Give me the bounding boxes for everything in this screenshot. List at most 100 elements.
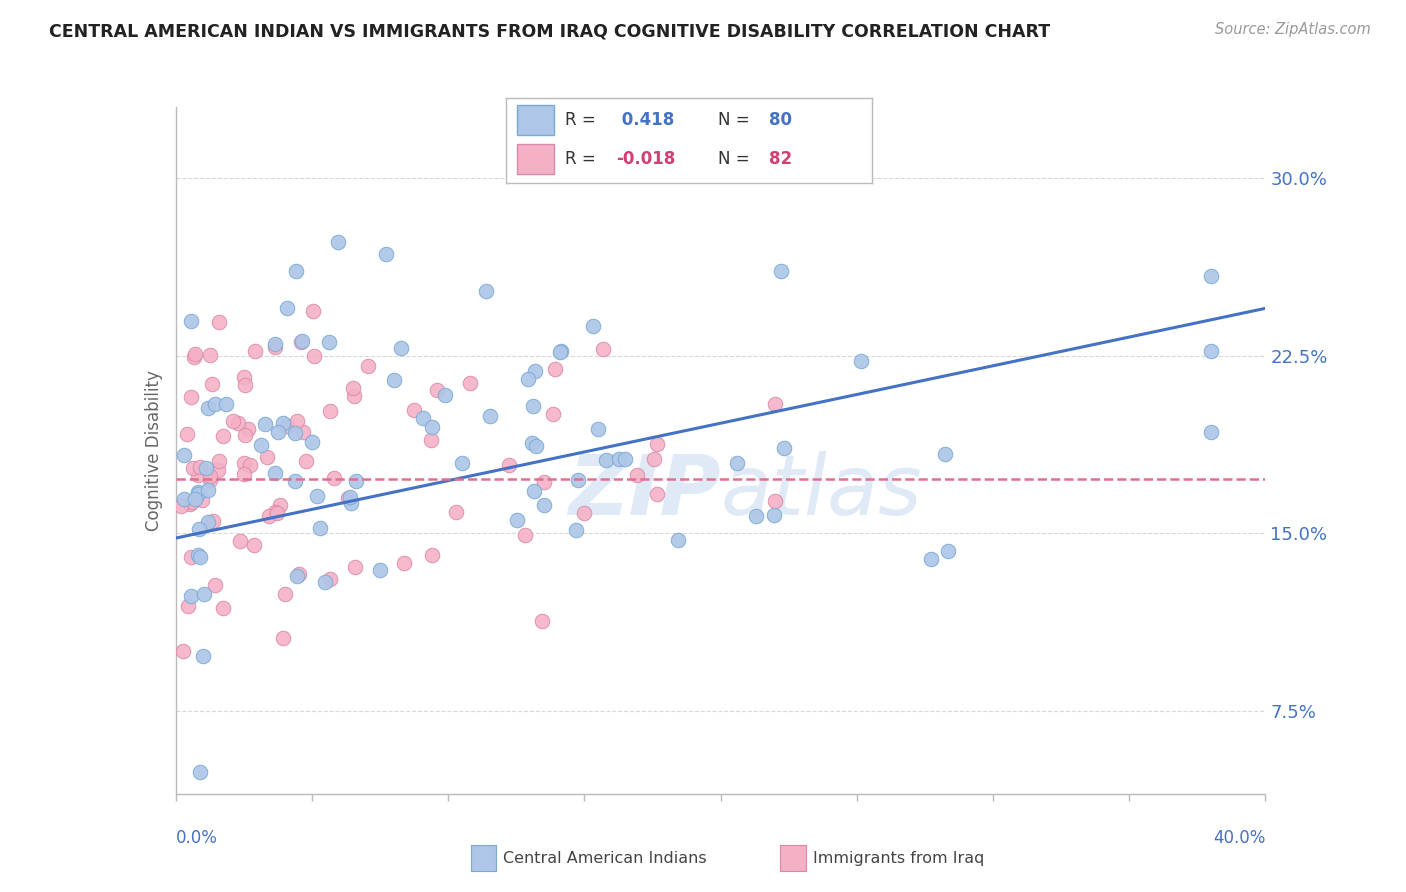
Point — [257, 509, 280, 524]
Point — [318, 334, 340, 349]
Point — [851, 354, 873, 368]
Point — [308, 521, 330, 535]
Point — [291, 425, 314, 439]
Point — [187, 467, 209, 482]
Text: CENTRAL AMERICAN INDIAN VS IMMIGRANTS FROM IRAQ COGNITIVE DISABILITY CORRELATION: CENTRAL AMERICAN INDIAN VS IMMIGRANTS FR… — [49, 22, 1050, 40]
Point — [198, 348, 221, 362]
Point — [516, 372, 538, 386]
Point — [420, 548, 443, 562]
Point — [266, 507, 288, 521]
Point — [586, 422, 609, 436]
Point — [762, 508, 785, 523]
Point — [276, 419, 298, 434]
Point — [250, 438, 273, 452]
Point — [232, 456, 254, 470]
Point — [188, 550, 211, 565]
Point — [770, 264, 793, 278]
Point — [187, 548, 209, 562]
Point — [607, 451, 630, 466]
Point — [550, 344, 572, 359]
Point — [212, 601, 235, 615]
Point — [550, 344, 572, 359]
Point — [183, 350, 205, 364]
Point — [197, 515, 219, 529]
Point — [208, 315, 231, 329]
Point — [195, 461, 218, 475]
Point — [239, 458, 262, 472]
Point — [934, 447, 956, 461]
Point — [285, 414, 308, 428]
Point — [295, 454, 318, 468]
Point — [202, 514, 225, 528]
Point — [763, 493, 786, 508]
Point — [179, 496, 201, 510]
Point — [319, 404, 342, 418]
Point — [506, 512, 529, 526]
Point — [524, 364, 547, 378]
Point — [198, 469, 221, 483]
Point — [188, 764, 211, 779]
Point — [191, 492, 214, 507]
Point — [543, 407, 565, 421]
Point — [384, 373, 406, 387]
Point — [184, 491, 207, 506]
Point — [533, 499, 555, 513]
Point — [172, 643, 194, 657]
Point — [314, 574, 336, 589]
Point — [420, 419, 443, 434]
Point — [284, 426, 307, 441]
Point — [269, 498, 291, 512]
Point — [725, 457, 748, 471]
Point — [666, 533, 689, 548]
Point — [433, 388, 456, 402]
Text: Immigrants from Iraq: Immigrants from Iraq — [813, 851, 984, 865]
Point — [544, 362, 567, 376]
Point — [184, 347, 207, 361]
Point — [522, 399, 544, 413]
Point — [180, 495, 202, 509]
Point — [232, 369, 254, 384]
Point — [256, 450, 278, 465]
Point — [204, 578, 226, 592]
Point — [180, 314, 202, 328]
Point — [243, 538, 266, 552]
Point — [233, 377, 256, 392]
Point — [276, 301, 298, 316]
Point — [307, 489, 329, 503]
Point — [392, 556, 415, 570]
Point — [193, 587, 215, 601]
Point — [302, 303, 325, 318]
Point — [340, 496, 363, 510]
Point — [271, 416, 294, 430]
Point — [243, 343, 266, 358]
Point — [572, 506, 595, 520]
Point — [582, 318, 605, 333]
Text: -0.018: -0.018 — [616, 150, 675, 168]
Point — [356, 359, 378, 374]
Bar — [517, 144, 554, 175]
Point — [513, 528, 536, 542]
Point — [614, 452, 637, 467]
Point — [474, 284, 496, 298]
Point — [208, 454, 231, 468]
Point — [645, 436, 668, 450]
Point — [197, 401, 219, 416]
Text: atlas: atlas — [721, 451, 922, 533]
Point — [1199, 425, 1222, 439]
Point — [936, 544, 959, 558]
Point — [188, 459, 211, 474]
Point — [744, 508, 766, 523]
Point — [181, 460, 204, 475]
Point — [238, 422, 260, 436]
Point — [342, 381, 364, 395]
Point — [319, 572, 342, 586]
Text: N =: N = — [718, 112, 755, 129]
Text: R =: R = — [565, 112, 600, 129]
Point — [370, 563, 392, 577]
Point — [419, 433, 441, 447]
Point — [186, 487, 208, 501]
Point — [645, 486, 668, 500]
Point — [273, 632, 295, 646]
Point — [592, 342, 614, 356]
Point — [565, 523, 588, 537]
